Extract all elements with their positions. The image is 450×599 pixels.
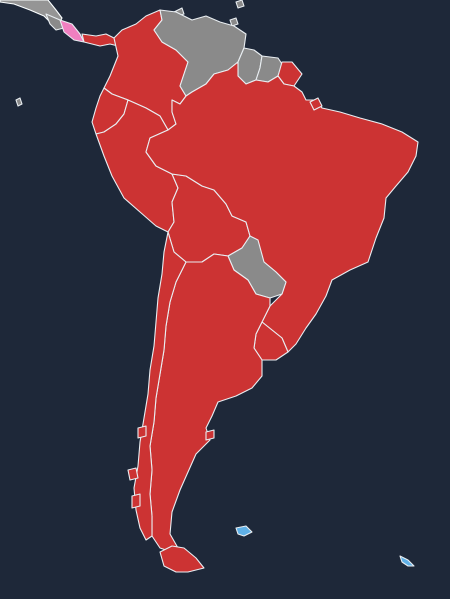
- region-panama[interactable]: [81, 33, 119, 47]
- region-brazil-coast-island[interactable]: [309, 97, 323, 111]
- region-brazil[interactable]: [145, 61, 419, 353]
- region-tierra-del-fuego[interactable]: [159, 545, 205, 573]
- region-chile-island-2[interactable]: [131, 493, 141, 509]
- region-south-georgia[interactable]: [399, 555, 415, 567]
- region-chile-island-3[interactable]: [137, 425, 147, 439]
- region-chile[interactable]: [133, 231, 187, 541]
- region-caribbean-island-3[interactable]: [235, 0, 245, 9]
- region-falkland-islands[interactable]: [235, 525, 253, 537]
- region-chile-island-1[interactable]: [127, 467, 139, 481]
- region-galapagos[interactable]: [15, 97, 23, 107]
- region-argentina-coast-island[interactable]: [205, 429, 215, 441]
- region-nicaragua[interactable]: [45, 13, 65, 31]
- region-caribbean-island-2[interactable]: [229, 17, 239, 27]
